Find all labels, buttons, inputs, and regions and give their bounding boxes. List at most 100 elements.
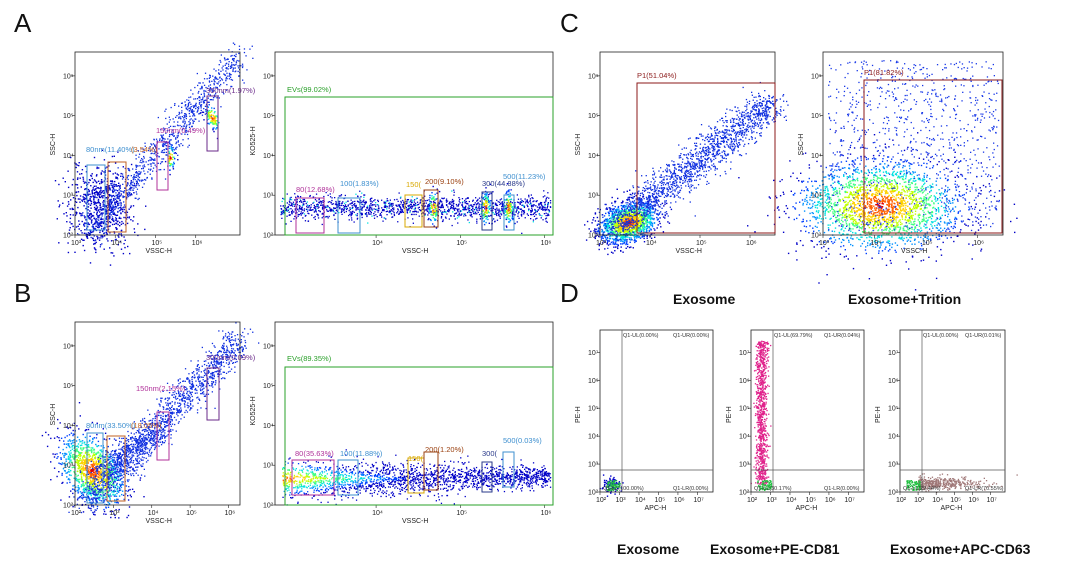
x-tick-label: 10⁶	[825, 497, 836, 504]
x-tick-label: 10⁶	[746, 240, 757, 247]
y-axis-label: SSC-H	[50, 404, 57, 426]
y-tick-label: 10³	[588, 193, 599, 200]
gate-label: 80nm(33.50%)	[86, 421, 136, 430]
quadrant-lr-label: Q1-LR(0.00%)	[824, 486, 860, 492]
gate-label: 150nm(0.49%)	[156, 126, 206, 135]
gate-label: 500(11.23%)	[503, 172, 546, 181]
gate-label: 300nm(1.97%)	[206, 86, 256, 95]
gate-label: P1(81.82%)	[864, 68, 904, 77]
caption-d-pe-cd81: Exosome+PE-CD81	[710, 541, 840, 557]
gate-box	[206, 95, 219, 152]
x-tick-label: 10⁴	[932, 497, 943, 504]
gate-box	[481, 461, 493, 493]
gate-label: 80nm(11.40%)	[86, 145, 135, 154]
y-tick-label: 10²	[811, 233, 822, 240]
x-tick-label: 10⁵	[186, 510, 197, 517]
y-tick-label: 10⁵	[263, 113, 274, 120]
x-tick-label: 10⁷	[987, 497, 998, 504]
plot-b1: 10² 10³ 10⁴ 10⁵ 10⁶ 10² 10³ 10⁴ 10⁵ 10⁶ VSSC-H SSC-…	[50, 321, 241, 525]
gate-box	[86, 164, 106, 231]
gate-label: 300(44.88%)	[482, 179, 525, 188]
x-tick-label: 10⁶	[674, 497, 685, 504]
y-tick-label: 10³	[888, 462, 899, 469]
x-tick-label: 10⁵	[922, 240, 933, 247]
gate-box	[107, 161, 127, 233]
x-tick-label: 10³	[615, 497, 626, 504]
y-axis-label: PE-H	[575, 406, 582, 423]
y-tick-label: 10²	[63, 233, 74, 240]
x-axis-label: VSSC-H	[676, 248, 702, 255]
x-tick-label: 10⁵	[456, 510, 467, 517]
y-tick-label: 10²	[588, 490, 599, 497]
y-tick-label: 10⁴	[263, 153, 274, 160]
x-tick-label: 10⁶	[224, 510, 235, 517]
x-tick-label: 10⁴	[148, 510, 159, 517]
gate-label: 150(	[406, 180, 422, 189]
y-tick-label: 10²	[63, 503, 74, 510]
plot-border	[74, 321, 241, 506]
quadrant-lr-label: Q1-LR(70.55%)	[965, 486, 1004, 492]
caption-exosome: Exosome	[673, 291, 735, 307]
y-tick-label: 10²	[263, 503, 274, 510]
y-tick-label: 10²	[888, 490, 899, 497]
gate-p1	[863, 79, 1003, 234]
plot-border	[74, 51, 241, 236]
y-tick-label: 10⁷	[739, 350, 750, 357]
gate-label: EVs(89.35%)	[287, 354, 332, 363]
gate-label: (3.54%)	[131, 145, 158, 154]
y-tick-label: 10⁶	[263, 73, 274, 80]
gate-box	[156, 141, 169, 191]
y-tick-label: 10⁴	[811, 153, 822, 160]
y-axis-label: SSC-H	[50, 134, 57, 156]
panel-label-a: A	[14, 8, 32, 38]
x-tick-label: 10⁷	[693, 497, 704, 504]
gate-box	[502, 451, 515, 488]
x-tick-label: 10⁴	[646, 240, 657, 247]
plot-border	[899, 329, 1006, 493]
plot-d0: 10² 10³ 10⁴ 10⁵ 10⁶ 10⁷ 10² 10³ 10⁴ 10⁵ 10⁶ 10⁷ APC-…	[575, 329, 714, 512]
y-tick-label: 10⁵	[588, 406, 599, 413]
x-tick-label: 10⁵	[696, 240, 707, 247]
x-tick-label: 10³	[819, 240, 830, 247]
quadrant-ur-label: Q1-UR(0.01%)	[965, 333, 1002, 339]
gate-label: 150nm(2.15%)	[136, 384, 186, 393]
panel-label-d: D	[560, 278, 579, 308]
plot-border	[822, 51, 1004, 236]
x-axis-label: APC-H	[645, 505, 667, 512]
y-axis-label: KO525-H	[250, 126, 257, 155]
y-tick-label: 10⁴	[888, 434, 899, 441]
y-tick-label: 10⁵	[588, 113, 599, 120]
x-tick-label: 10²	[747, 497, 758, 504]
plot-d2: 10² 10³ 10⁴ 10⁵ 10⁶ 10⁷ 10² 10³ 10⁴ 10⁵ 10⁶ 10⁷ APC-…	[875, 329, 1006, 512]
y-tick-label: 10⁵	[263, 383, 274, 390]
x-tick-label: 10³	[766, 497, 777, 504]
quadrant-ur-label: Q1-UR(0.00%)	[673, 333, 710, 339]
gate-label: 80(35.63%)	[295, 449, 334, 458]
x-tick-label: 10⁵	[456, 240, 467, 247]
x-tick-label: 10⁴	[111, 240, 122, 247]
y-tick-label: 10⁵	[811, 113, 822, 120]
y-tick-label: 10⁶	[63, 73, 74, 80]
panel-label-c: C	[560, 8, 579, 38]
gate-box	[337, 459, 359, 496]
y-tick-label: 10³	[63, 193, 74, 200]
x-tick-label: 10⁵	[151, 240, 162, 247]
quadrant-ll-label: Q1-LL(29.44%)	[903, 486, 941, 492]
x-tick-label: 10³	[596, 240, 607, 247]
y-tick-label: 10⁵	[739, 406, 750, 413]
y-axis-label: SSC-H	[798, 134, 805, 156]
gate-box	[106, 435, 126, 502]
gate-label: 300(	[482, 449, 498, 458]
caption-d-apc-cd63: Exosome+APC-CD63	[890, 541, 1031, 557]
y-axis-label: PE-H	[726, 406, 733, 423]
gate-label: (18.05%)	[131, 421, 162, 430]
quadrant-ul-label: Q1-UL(69.79%)	[774, 333, 813, 339]
y-tick-label: 10⁶	[739, 378, 750, 385]
x-axis-label: VSSC-H	[146, 518, 172, 525]
gate-box	[503, 194, 515, 231]
y-tick-label: 10⁵	[63, 113, 74, 120]
